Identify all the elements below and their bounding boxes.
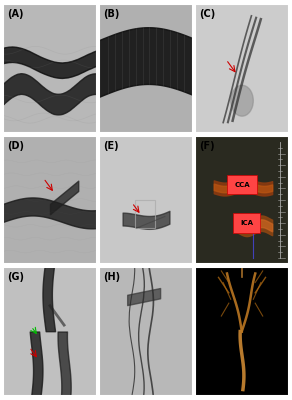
Text: (A): (A) <box>7 9 23 19</box>
Text: ICA: ICA <box>240 220 253 226</box>
Bar <box>135 200 155 228</box>
Text: (B): (B) <box>103 9 119 19</box>
Text: (H): (H) <box>103 272 120 282</box>
Circle shape <box>231 85 253 116</box>
Text: (F): (F) <box>199 141 214 151</box>
Text: (G): (G) <box>7 272 24 282</box>
Text: (C): (C) <box>199 9 215 19</box>
Text: (D): (D) <box>7 141 24 151</box>
Text: (E): (E) <box>103 141 118 151</box>
Text: CCA: CCA <box>234 182 250 188</box>
Text: (I): (I) <box>199 272 211 282</box>
